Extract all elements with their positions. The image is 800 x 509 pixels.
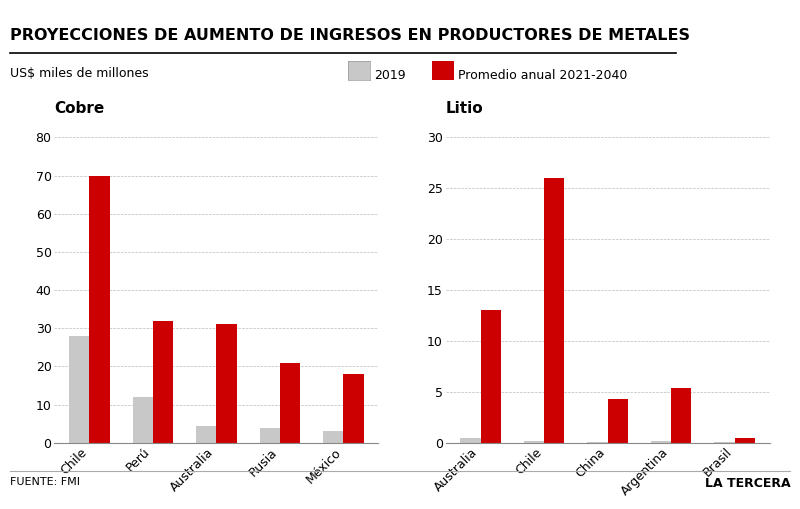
- Bar: [259, 428, 280, 443]
- Text: PROYECCIONES DE AUMENTO DE INGRESOS EN PRODUCTORES DE METALES: PROYECCIONES DE AUMENTO DE INGRESOS EN P…: [10, 28, 690, 43]
- Bar: [90, 176, 110, 443]
- Text: LA TERCERA: LA TERCERA: [705, 477, 790, 491]
- Bar: [460, 438, 481, 443]
- Text: Promedio anual 2021-2040: Promedio anual 2021-2040: [458, 69, 628, 82]
- Text: Cobre: Cobre: [54, 101, 105, 116]
- Bar: [714, 442, 734, 443]
- Bar: [650, 441, 671, 443]
- Text: US$ miles de millones: US$ miles de millones: [10, 67, 148, 80]
- Bar: [69, 336, 90, 443]
- Bar: [734, 438, 755, 443]
- Bar: [153, 321, 174, 443]
- Bar: [587, 442, 608, 443]
- Bar: [608, 399, 628, 443]
- Bar: [481, 310, 501, 443]
- Bar: [671, 388, 691, 443]
- Bar: [323, 432, 343, 443]
- Bar: [280, 362, 300, 443]
- Text: Litio: Litio: [446, 101, 483, 116]
- Bar: [216, 325, 237, 443]
- Bar: [343, 374, 364, 443]
- Bar: [524, 441, 544, 443]
- Bar: [196, 426, 216, 443]
- Bar: [133, 397, 153, 443]
- Bar: [544, 178, 565, 443]
- Text: 2019: 2019: [374, 69, 406, 82]
- Text: LT: LT: [716, 24, 748, 53]
- Text: FUENTE: FMI: FUENTE: FMI: [10, 477, 79, 488]
